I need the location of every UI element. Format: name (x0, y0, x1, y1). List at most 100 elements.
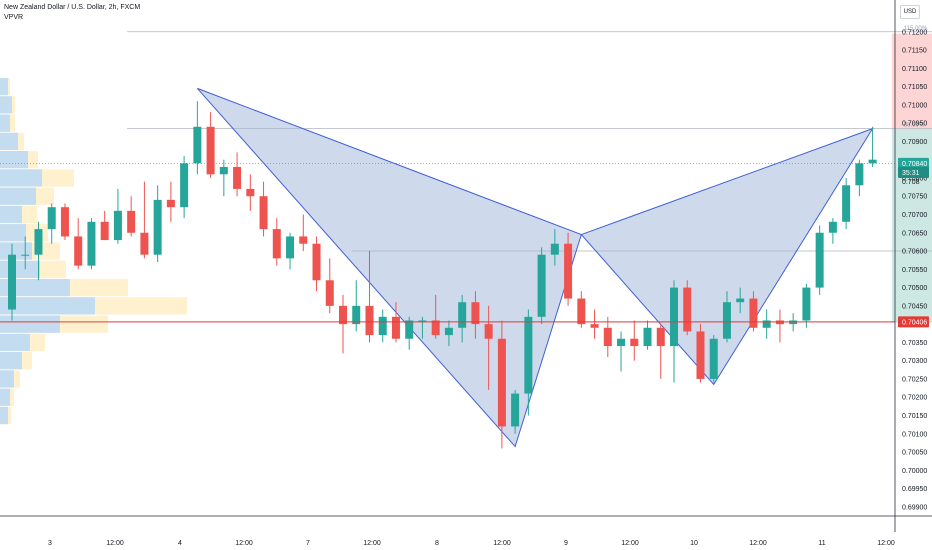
candle[interactable] (378, 316, 387, 336)
candle[interactable] (219, 166, 228, 175)
candle[interactable] (736, 298, 745, 303)
currency-button[interactable]: USD (900, 5, 920, 19)
candle[interactable] (537, 254, 546, 317)
candle[interactable] (511, 393, 520, 427)
candle[interactable] (153, 199, 162, 255)
candle[interactable] (339, 305, 347, 325)
price-axis-tick-partial: 0.708 (902, 179, 920, 186)
candle[interactable] (683, 287, 692, 332)
candle[interactable] (828, 221, 837, 233)
candle[interactable] (431, 320, 440, 336)
candle[interactable] (670, 287, 678, 347)
candle[interactable] (458, 302, 467, 328)
candle[interactable] (206, 126, 215, 175)
candle[interactable] (21, 254, 30, 256)
candle[interactable] (762, 320, 771, 328)
time-axis-tick: 3 (48, 540, 52, 547)
candle[interactable] (617, 338, 626, 347)
candle[interactable] (815, 232, 824, 288)
candle[interactable] (100, 221, 109, 241)
price-axis-tick: 0.70000 (902, 468, 927, 475)
candle[interactable] (325, 280, 334, 306)
candle[interactable] (74, 236, 83, 266)
volume-profile-bar (0, 77, 8, 96)
time-axis-tick: 12:00 (877, 540, 895, 547)
candle[interactable] (299, 236, 308, 244)
candle[interactable] (418, 320, 427, 322)
candle[interactable] (497, 338, 506, 427)
candle[interactable] (656, 327, 665, 347)
price-badge-label: 0.70406 (902, 319, 927, 326)
price-axis-tick: 0.69900 (902, 504, 927, 511)
candle[interactable] (577, 298, 586, 325)
price-axis-tick: 0.70800 (902, 175, 927, 182)
candle[interactable] (484, 324, 493, 339)
candle[interactable] (113, 210, 122, 241)
candle[interactable] (140, 232, 149, 255)
time-axis-tick: 12:00 (235, 540, 253, 547)
candle[interactable] (166, 199, 175, 208)
candle[interactable] (643, 327, 652, 347)
candle[interactable] (34, 229, 43, 255)
candle[interactable] (802, 287, 811, 321)
candle[interactable] (259, 196, 268, 230)
candle[interactable] (180, 163, 189, 208)
symbol-title: New Zealand Dollar / U.S. Dollar, 2h, FX… (4, 4, 141, 11)
candle[interactable] (603, 327, 612, 347)
candle[interactable] (564, 243, 573, 299)
candle[interactable] (365, 305, 374, 336)
candle[interactable] (590, 324, 599, 328)
candle[interactable] (47, 207, 56, 230)
price-badge-label: 35:31 (902, 170, 920, 177)
fib-level-label: 115.00% (904, 26, 928, 32)
candle[interactable] (524, 316, 533, 394)
candle[interactable] (87, 221, 96, 266)
volume-profile-bar (0, 224, 26, 242)
candle[interactable] (246, 188, 255, 197)
time-axis-tick: 12:00 (621, 540, 639, 547)
price-axis-tick: 0.70600 (902, 249, 927, 256)
candle[interactable] (722, 302, 731, 339)
candle[interactable] (842, 185, 851, 222)
indicator-label[interactable]: VPVR (4, 14, 24, 21)
price-axis-tick: 0.70350 (902, 340, 927, 347)
candle[interactable] (233, 166, 242, 189)
price-axis-tick: 0.70300 (902, 358, 927, 365)
price-axis-tick: 0.71050 (902, 84, 927, 91)
volume-profile-bar (0, 114, 10, 132)
candle[interactable] (696, 331, 705, 379)
candle[interactable] (193, 126, 202, 164)
price-axis-tick: 0.70900 (902, 139, 927, 146)
candle[interactable] (352, 305, 361, 325)
chart-header: New Zealand Dollar / U.S. Dollar, 2h, FX… (4, 4, 140, 21)
candle[interactable] (312, 243, 321, 281)
time-axis-tick: 8 (435, 540, 439, 547)
volume-profile-bar (0, 278, 70, 297)
candle[interactable] (127, 210, 136, 233)
candle[interactable] (709, 338, 718, 379)
candle[interactable] (868, 159, 877, 164)
candle[interactable] (444, 327, 453, 336)
volume-profile-bar (0, 315, 60, 333)
price-axis-tick: 0.70250 (902, 376, 927, 383)
candle[interactable] (286, 236, 295, 259)
volume-profile-bar (0, 187, 36, 205)
harmonic-pattern-bcd (580, 127, 874, 386)
candle[interactable] (405, 320, 414, 339)
candle[interactable] (60, 207, 69, 237)
price-axis-tick: 0.70150 (902, 413, 927, 420)
price-badge (898, 157, 929, 169)
candle[interactable] (550, 243, 559, 255)
candle[interactable] (272, 229, 281, 259)
time-axis-tick: 12:00 (493, 540, 511, 547)
candle[interactable] (8, 254, 16, 310)
volume-profile-bar (0, 205, 22, 224)
candle[interactable] (471, 302, 480, 325)
candle[interactable] (749, 298, 758, 328)
price-axis-tick: 0.70500 (902, 285, 927, 292)
candle[interactable] (630, 338, 639, 347)
price-axis-tick: 0.70700 (902, 212, 927, 219)
candle[interactable] (855, 163, 864, 186)
candle[interactable] (391, 316, 400, 339)
